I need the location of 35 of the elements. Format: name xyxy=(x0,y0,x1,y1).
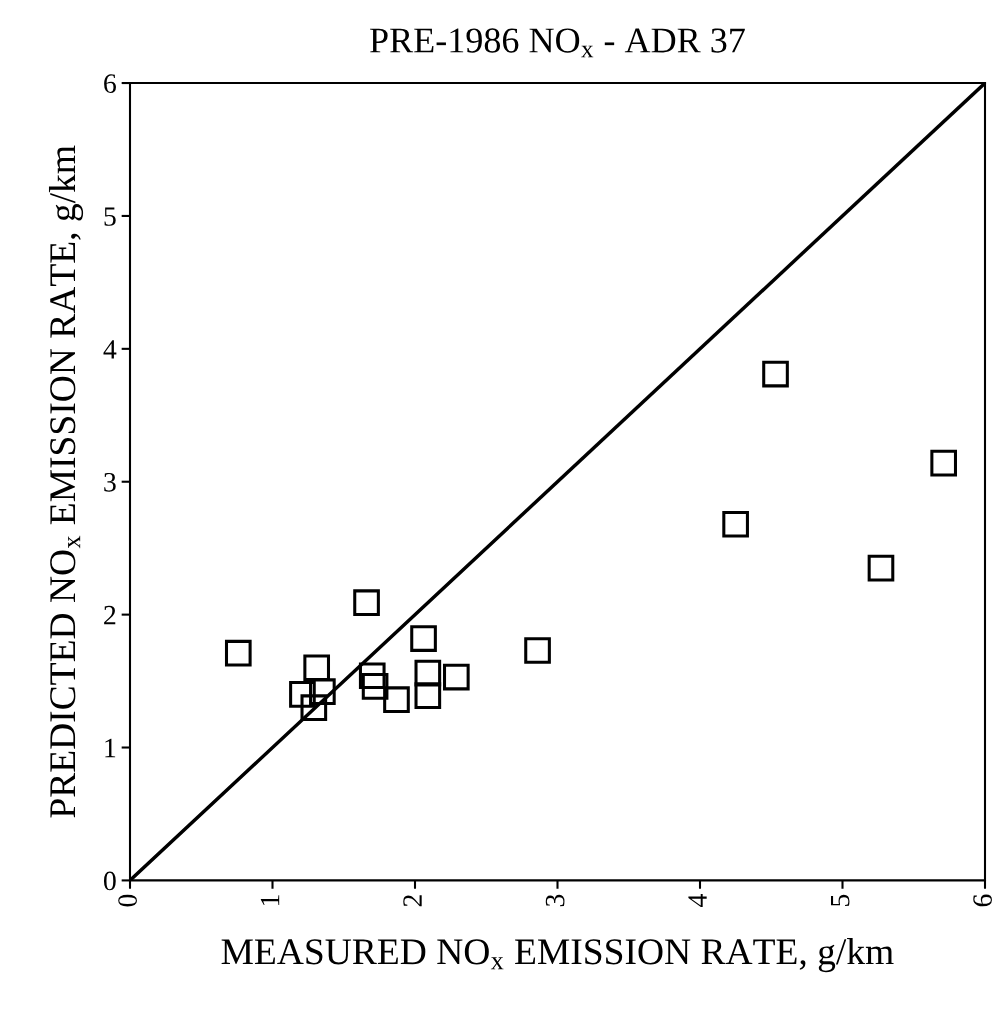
x-axis-title: MEASURED NO$_{x}$ EMISSION RATE, g/km xyxy=(221,938,894,973)
point xyxy=(762,360,789,388)
point xyxy=(353,589,380,616)
y-tick-label: 3 xyxy=(104,472,116,492)
point xyxy=(361,673,389,700)
point xyxy=(410,625,437,652)
point xyxy=(309,678,336,706)
y-tick-label: 1 xyxy=(105,738,116,758)
x-tick-label: 2 xyxy=(403,895,422,907)
y-tick-label: 2 xyxy=(104,605,116,625)
y-tick-label: 6 xyxy=(104,74,116,93)
point xyxy=(524,637,551,664)
x-tick-label: 4 xyxy=(688,894,707,907)
point xyxy=(930,449,958,477)
x-tick-label: 5 xyxy=(830,894,850,906)
y-tick-label: 0 xyxy=(103,871,116,891)
point xyxy=(303,654,331,682)
point xyxy=(867,554,895,582)
point xyxy=(358,662,386,690)
point xyxy=(383,686,410,714)
x-tick-label: 6 xyxy=(973,894,992,907)
point xyxy=(442,663,470,691)
y-tick-label: 4 xyxy=(103,340,117,359)
point xyxy=(289,681,316,708)
y-axis-title: PREDICTED NO$_{x}$ EMISSION RATE, g/km xyxy=(48,145,84,818)
point xyxy=(722,510,749,538)
point xyxy=(414,659,442,687)
x-tick-label: 0 xyxy=(118,894,137,907)
y-tick-label: 5 xyxy=(104,207,116,226)
point xyxy=(300,694,328,721)
point xyxy=(414,682,442,710)
x-tick-label: 3 xyxy=(545,894,565,907)
chart-title: PRE-1986 NO$_{x}$ - ADR 37 xyxy=(370,28,745,58)
point xyxy=(224,639,252,667)
x-tick-label: 1 xyxy=(260,895,280,906)
